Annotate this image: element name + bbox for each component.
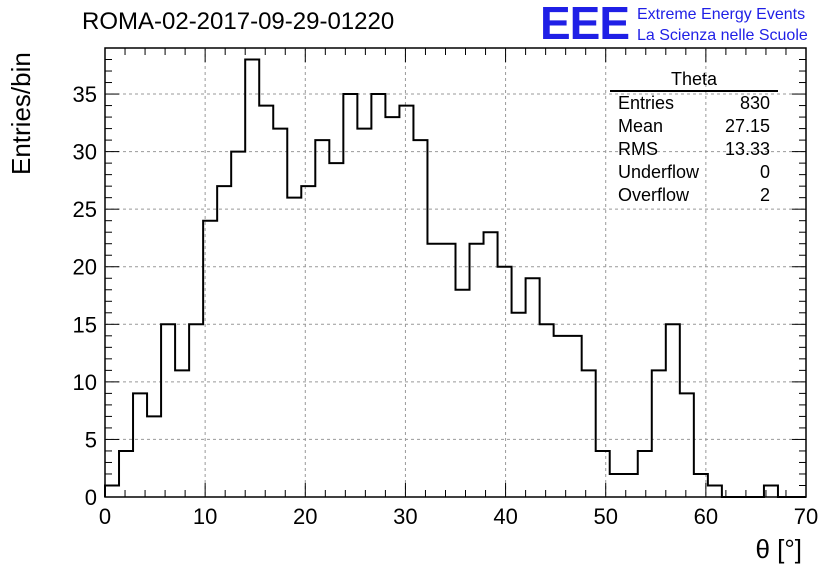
stats-value: 0 (759, 162, 770, 182)
x-tick-label: 20 (293, 504, 317, 529)
grid (105, 48, 806, 497)
stats-row-mean: Mean 27.15 (610, 115, 778, 138)
y-tick-label: 30 (73, 140, 97, 165)
y-tick-label: 10 (73, 370, 97, 395)
x-tick-label: 40 (493, 504, 517, 529)
eee-logo: EEE (540, 0, 630, 49)
axis-ticks (104, 47, 807, 498)
stats-label: Overflow (618, 185, 690, 205)
stats-box: Theta Entries 830 Mean 27.15 RMS 13.33 U… (610, 68, 778, 207)
y-tick-label: 35 (73, 82, 97, 107)
stats-value: 2 (759, 185, 770, 205)
stats-label: Mean (618, 116, 664, 136)
stats-value: 27.15 (724, 116, 770, 136)
logo-line-1: Extreme Energy Events (637, 6, 806, 23)
plot-title: ROMA-02-2017-09-29-01220 (82, 8, 395, 35)
stats-label: Underflow (618, 162, 700, 182)
x-tick-label: 50 (593, 504, 617, 529)
y-tick-label: 5 (85, 427, 97, 452)
stats-value: 13.33 (724, 139, 770, 159)
stats-row-entries: Entries 830 (610, 92, 778, 115)
eee-logo-text: Extreme Energy Events La Scienza nelle S… (637, 4, 808, 46)
x-axis-label: θ [°] (755, 534, 802, 564)
y-axis-label: Entries/bin (6, 52, 36, 175)
stats-title: Theta (610, 68, 778, 92)
x-tick-label: 10 (193, 504, 217, 529)
y-tick-label: 0 (85, 485, 97, 510)
x-tick-label: 70 (794, 504, 818, 529)
stats-label: Entries (618, 93, 675, 113)
y-tick-label: 25 (73, 197, 97, 222)
x-tick-label: 30 (393, 504, 417, 529)
x-tick-label: 0 (99, 504, 111, 529)
stats-row-underflow: Underflow 0 (610, 161, 778, 184)
y-tick-label: 20 (73, 255, 97, 280)
x-tick-label: 60 (694, 504, 718, 529)
logo-line-2: La Scienza nelle Scuole (637, 27, 808, 44)
stats-row-rms: RMS 13.33 (610, 138, 778, 161)
histogram-line (104, 58, 806, 498)
y-tick-label: 15 (73, 312, 97, 337)
stats-value: 830 (739, 93, 770, 113)
stats-row-overflow: Overflow 2 (610, 184, 778, 207)
plot-frame (104, 47, 807, 498)
stats-label: RMS (618, 139, 658, 159)
